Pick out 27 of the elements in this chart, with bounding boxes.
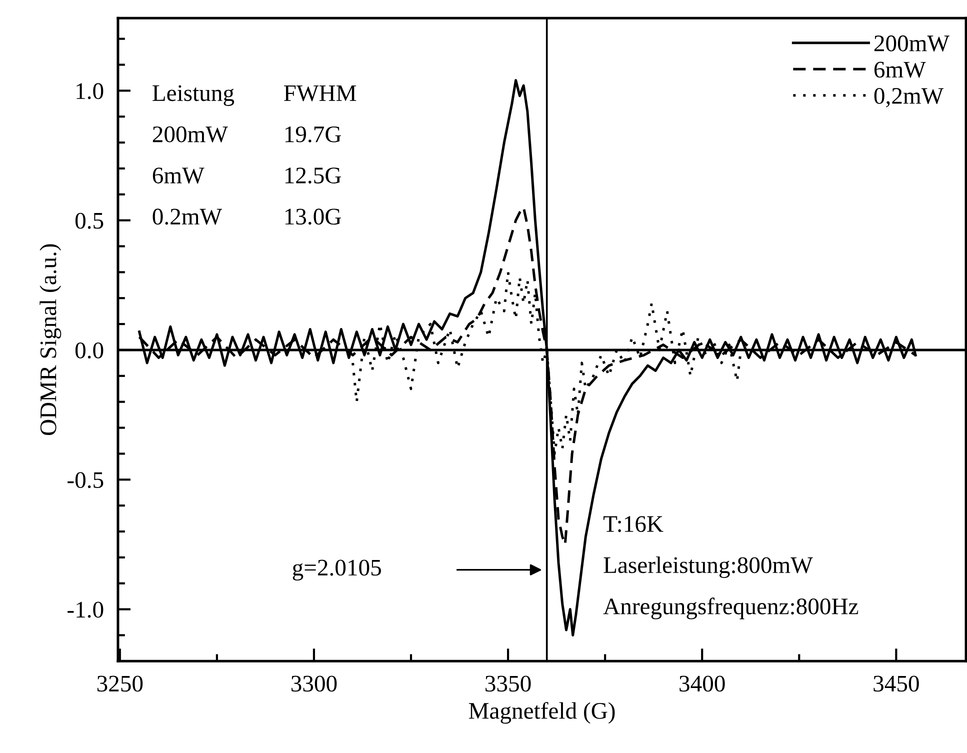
x-tick-label: 3250 — [97, 676, 143, 692]
y-tick-label: -0.5 — [68, 472, 104, 488]
annotation: 12.5G — [285, 168, 341, 184]
annotation: FWHM — [284, 85, 356, 102]
annotation: 19.7G — [285, 126, 341, 142]
y-tick-label: 0.5 — [75, 212, 104, 229]
legend-label: 6mW — [874, 62, 926, 78]
annotation: Laserleistung:800mW — [604, 556, 813, 578]
annotation: Leistung — [152, 85, 234, 106]
y-tick-label: 0.0 — [75, 342, 104, 359]
y-tick-label: 1.0 — [76, 83, 104, 100]
annotation: 0.2mW — [152, 208, 222, 225]
legend-label: 200mW — [874, 35, 950, 52]
annotation: 6mW — [152, 168, 204, 184]
annotation: Anregungsfrequenz:800Hz — [603, 598, 858, 620]
x-tick-label: 3450 — [874, 676, 919, 692]
x-tick-label: 3400 — [680, 676, 725, 692]
legend-label: 0,2mW — [874, 88, 944, 108]
x-axis-title: Magnetfeld (G) — [468, 702, 615, 724]
x-tick-label: 3350 — [486, 676, 531, 692]
y-axis-title: ODMR Signal (a.u.) — [40, 244, 62, 436]
annotation: T:16K — [603, 516, 664, 532]
y-tick-label: -1.0 — [68, 602, 104, 618]
annotation: 200mW — [152, 126, 228, 142]
x-tick-label: 3300 — [291, 676, 337, 692]
annotation: 13.0G — [285, 208, 341, 225]
annotation: g=2.0105 — [292, 560, 381, 581]
